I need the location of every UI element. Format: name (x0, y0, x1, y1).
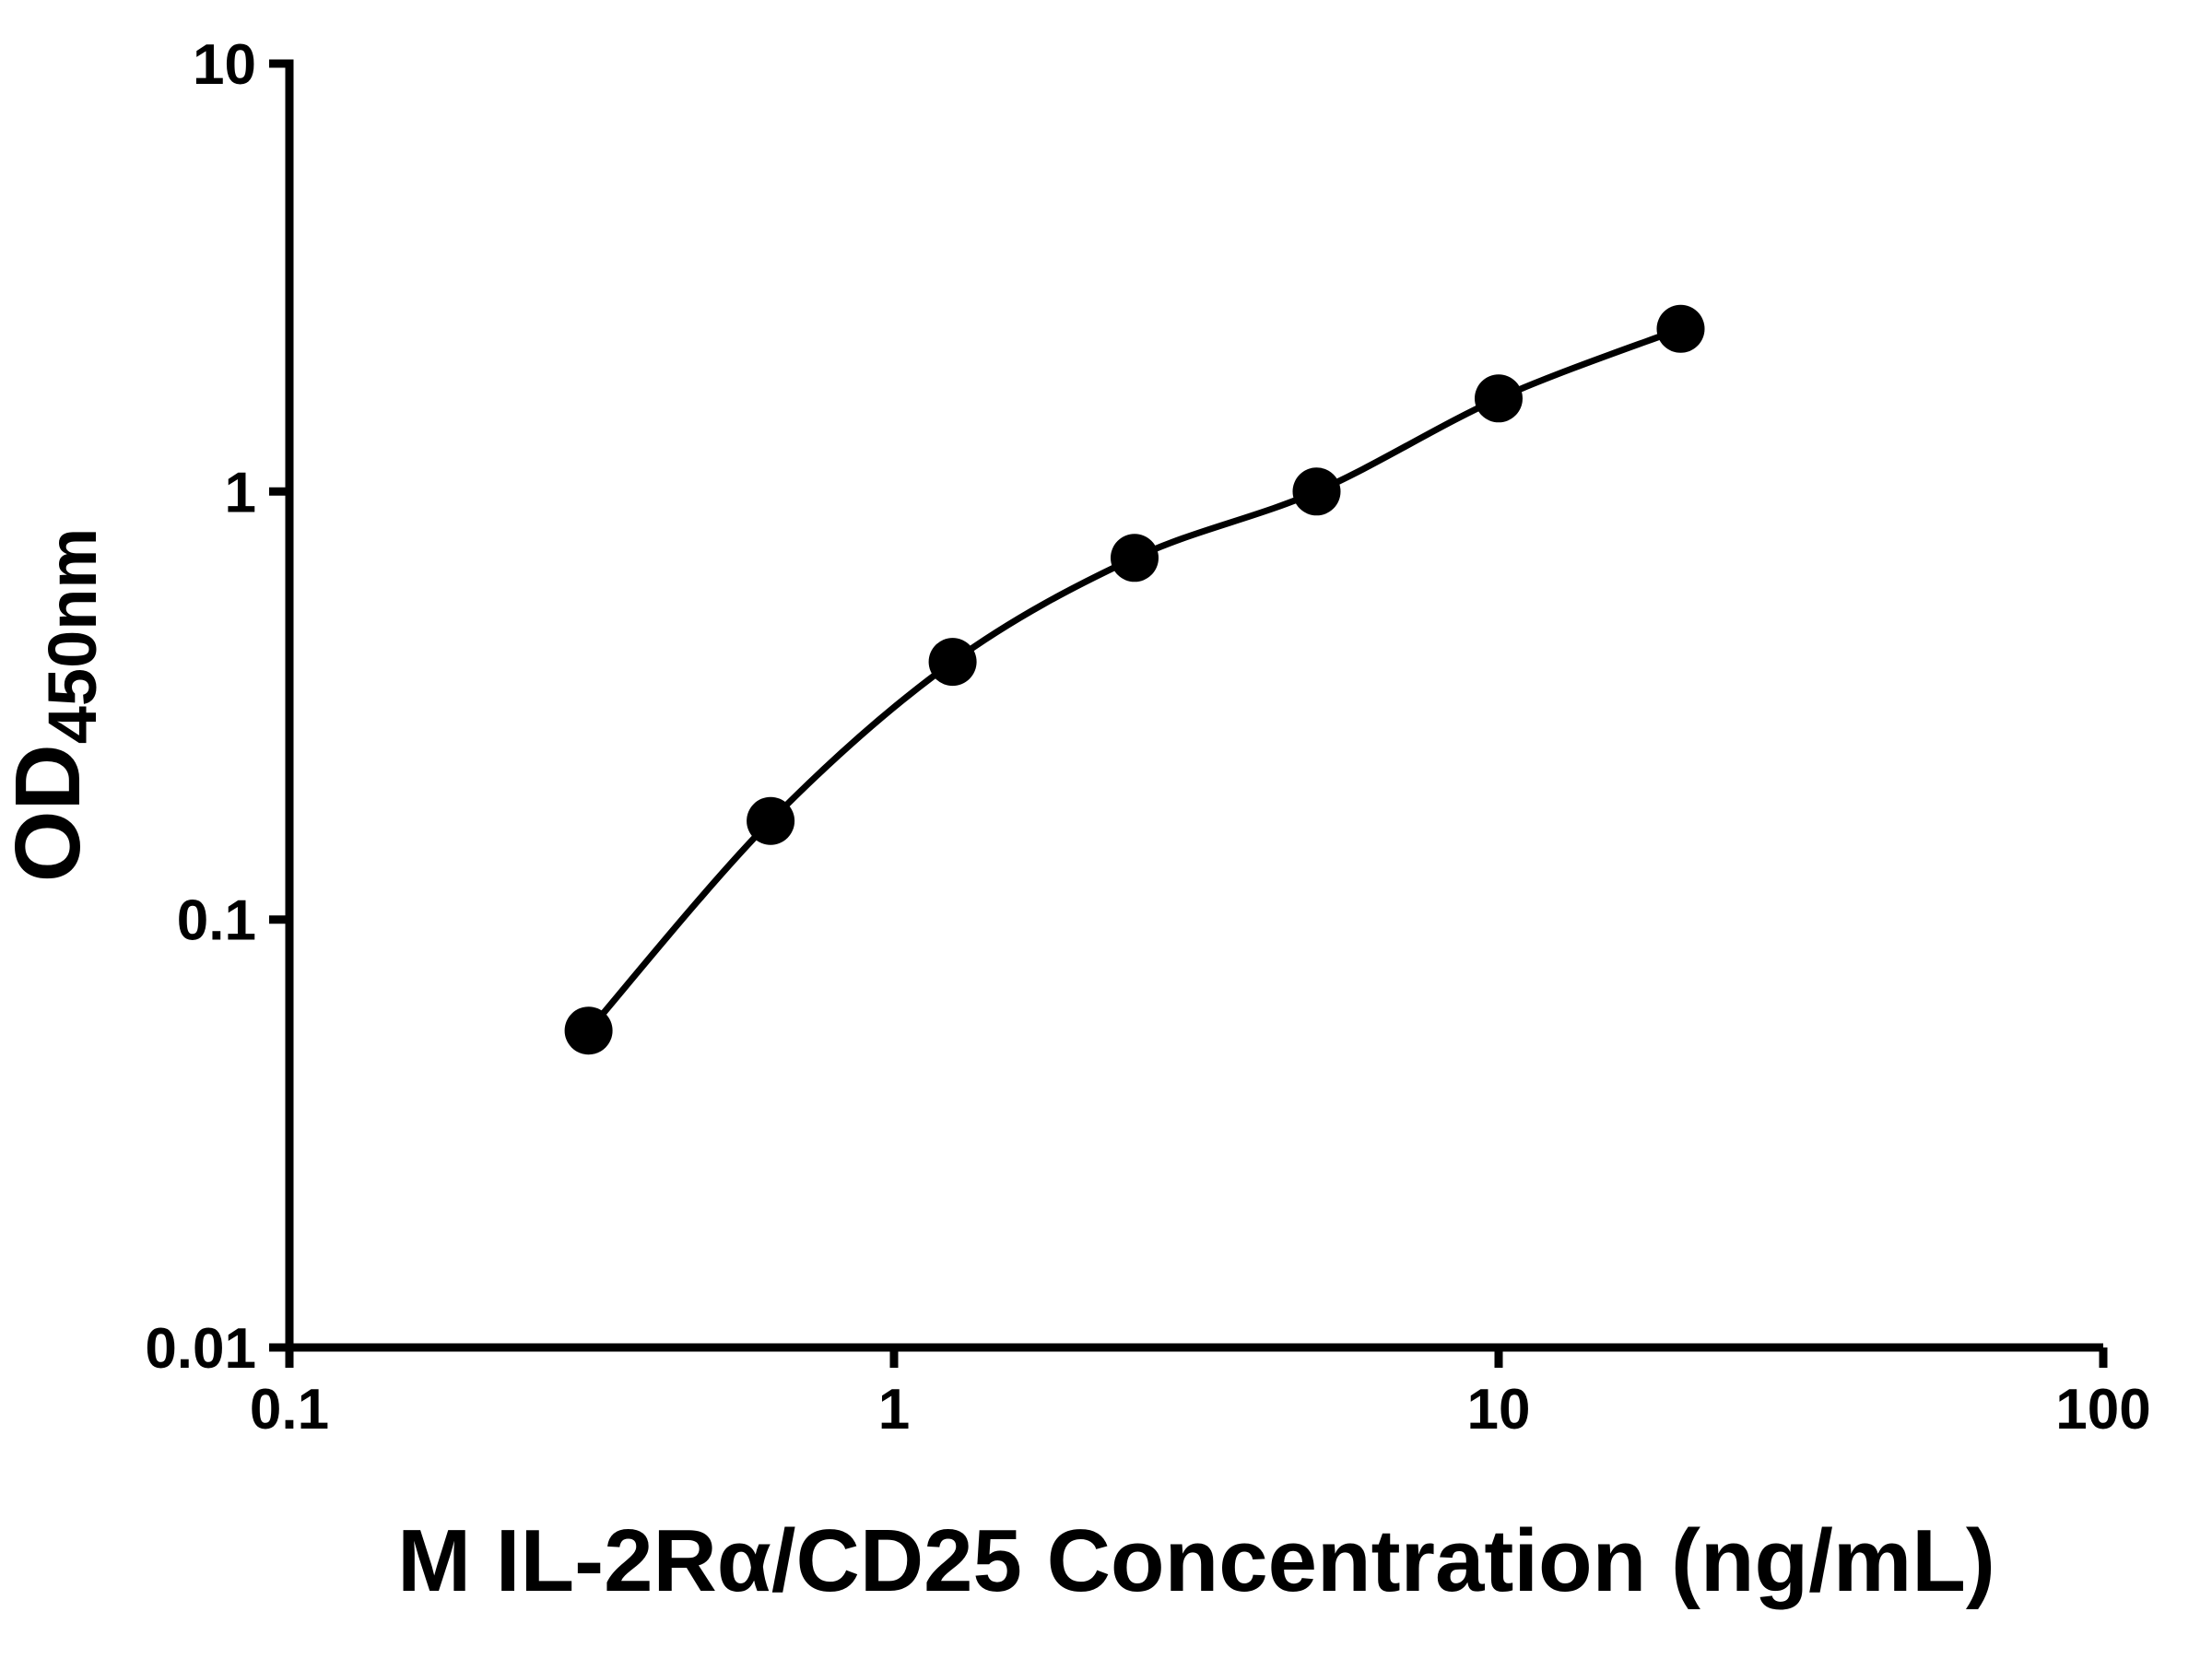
y-tick-label: 10 (193, 33, 256, 97)
x-tick-label: 0.1 (250, 1378, 329, 1441)
y-tick-label: 0.01 (145, 1317, 256, 1381)
data-point-marker (747, 796, 795, 845)
y-axis-title: OD450nm (0, 528, 111, 882)
x-axis-title: M IL-2Rα/CD25 Concentration (ng/mL) (397, 1512, 1995, 1610)
y-axis-title-main: OD (0, 744, 100, 882)
x-tick-label: 1 (878, 1378, 910, 1441)
data-series (564, 304, 1705, 1055)
y-axis-title-subscript: 450nm (34, 528, 111, 744)
data-point-marker (928, 638, 977, 687)
y-tick-label: 0.1 (177, 889, 256, 953)
x-tick-label: 10 (1467, 1378, 1531, 1441)
x-tick-label: 100 (2055, 1378, 2150, 1441)
axis-lines (285, 59, 2103, 1352)
data-point-marker (1656, 304, 1705, 353)
tick-marks (269, 59, 2108, 1368)
data-point-marker (1292, 467, 1341, 516)
fit-curve (585, 325, 1682, 1033)
data-point-marker (1475, 374, 1523, 423)
y-tick-label: 1 (225, 461, 256, 524)
data-point-marker (1111, 534, 1159, 582)
axes (285, 59, 2103, 1352)
data-point-marker (564, 1006, 613, 1055)
